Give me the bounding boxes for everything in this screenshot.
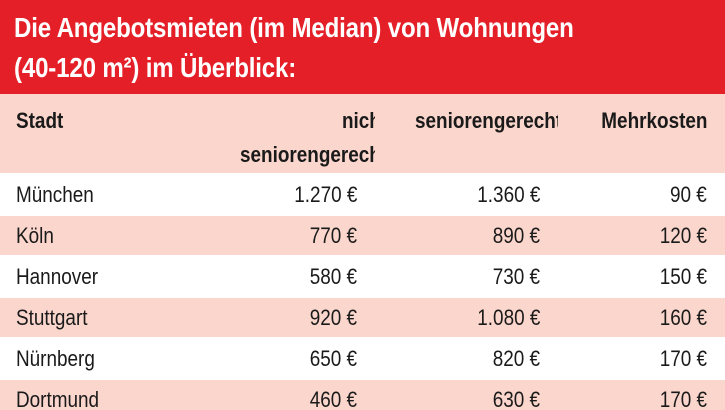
table-row: Stuttgart 920 € 1.080 € 160 € — [0, 296, 725, 338]
header-seniorengerecht: seniorengerecht — [375, 94, 558, 174]
cell-nicht-seniorengerecht: 1.270 € — [200, 173, 375, 215]
cell-nicht-seniorengerecht: 580 € — [200, 255, 375, 297]
cell-mehrkosten: 150 € — [558, 255, 725, 297]
table-header-row: Stadt nicht seniorengerecht seniorengere… — [0, 94, 725, 174]
cell-city: Dortmund — [0, 378, 200, 410]
cell-mehrkosten: 170 € — [558, 378, 725, 410]
cell-city: Stuttgart — [0, 296, 200, 338]
cell-mehrkosten: 120 € — [558, 214, 725, 256]
title-line-1: Die Angebotsmieten (im Median) von Wohnu… — [14, 12, 574, 43]
table-row: Dortmund 460 € 630 € 170 € — [0, 378, 725, 410]
cell-city: München — [0, 173, 200, 215]
cell-seniorengerecht: 890 € — [375, 214, 558, 256]
header-stadt: Stadt — [0, 94, 200, 174]
header-stadt-label: Stadt — [16, 108, 64, 133]
table-row: München 1.270 € 1.360 € 90 € — [0, 173, 725, 215]
cell-nicht-seniorengerecht: 460 € — [200, 378, 375, 410]
cell-seniorengerecht: 1.080 € — [375, 296, 558, 338]
cell-mehrkosten: 170 € — [558, 337, 725, 379]
cell-mehrkosten: 90 € — [558, 173, 725, 215]
cell-mehrkosten: 160 € — [558, 296, 725, 338]
title-bar: Die Angebotsmieten (im Median) von Wohnu… — [0, 0, 725, 94]
header-mehrkosten: Mehrkosten — [558, 94, 725, 174]
cell-nicht-seniorengerecht: 650 € — [200, 337, 375, 379]
header-nicht-seniorengerecht: nicht seniorengerecht — [200, 94, 375, 174]
cell-city: Hannover — [0, 255, 200, 297]
cell-city: Köln — [0, 214, 200, 256]
table-row: Köln 770 € 890 € 120 € — [0, 214, 725, 256]
cell-seniorengerecht: 1.360 € — [375, 173, 558, 215]
cell-nicht-seniorengerecht: 770 € — [200, 214, 375, 256]
header-senior-label: seniorengerecht — [414, 108, 558, 133]
table-row: Hannover 580 € 730 € 150 € — [0, 255, 725, 297]
chart-title: Die Angebotsmieten (im Median) von Wohnu… — [14, 8, 613, 88]
rent-table: Stadt nicht seniorengerecht seniorengere… — [0, 94, 725, 410]
cell-seniorengerecht: 630 € — [375, 378, 558, 410]
header-mehrkosten-label: Mehrkosten — [600, 108, 707, 133]
header-nicht-line-2: seniorengerecht — [239, 142, 375, 167]
table-row: Nürnberg 650 € 820 € 170 € — [0, 337, 725, 379]
cell-seniorengerecht: 730 € — [375, 255, 558, 297]
cell-seniorengerecht: 820 € — [375, 337, 558, 379]
title-line-2: (40-120 m²) im Überblick: — [14, 52, 297, 83]
cell-city: Nürnberg — [0, 337, 200, 379]
cell-nicht-seniorengerecht: 920 € — [200, 296, 375, 338]
header-nicht-line-1: nicht — [341, 108, 375, 133]
